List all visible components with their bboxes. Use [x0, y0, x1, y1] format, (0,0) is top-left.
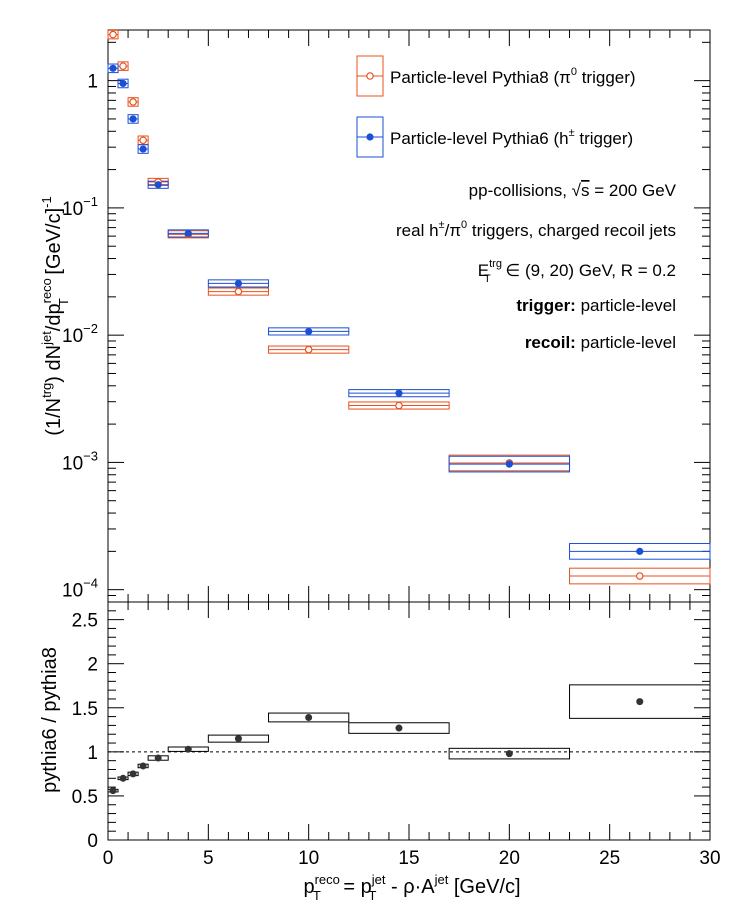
y-tick-label: 0.5 [72, 787, 98, 808]
ratio-point [109, 787, 117, 795]
ratio-point [154, 754, 162, 762]
x-tick-label: 0 [103, 848, 114, 869]
ratio-point [636, 698, 644, 706]
y-tick-label: 2 [87, 655, 98, 676]
point-pythia8 [109, 30, 117, 39]
point-pythia8 [129, 98, 137, 106]
legend: Particle-level Pythia8 (π0 trigger) Part… [356, 55, 636, 158]
y-tick-label: 1 [87, 72, 98, 93]
spectrum-x-axis [107, 30, 711, 602]
y-tick-label: 10−1 [62, 194, 98, 220]
y-tick-label: 2.5 [72, 611, 98, 632]
x-tick-label: 10 [298, 848, 319, 869]
point-pythia6 [119, 79, 127, 88]
point-pythia6 [395, 389, 403, 397]
y-tick-label: 10−2 [62, 321, 98, 347]
x-axis-label: preco T = pjet T - ρ·Ajet [GeV/c] [303, 872, 520, 903]
x-tick-label: 30 [699, 848, 720, 869]
spectrum-y-axis: 1 10−1 10−2 10−3 10−4 [62, 41, 710, 603]
ratio-x-axis: 0 5 10 15 20 25 30 [103, 602, 721, 869]
ratio-bin-box [207, 734, 270, 743]
spectrum-points [109, 30, 644, 580]
ratio-y-label: pythia6 / pythia8 [39, 647, 61, 793]
point-pythia8 [234, 287, 243, 296]
point-pythia6 [636, 547, 644, 555]
ratio-point [505, 750, 513, 758]
x-tick-label: 15 [398, 848, 419, 869]
legend-label-pythia6: Particle-level Pythia6 (h± trigger) [390, 127, 633, 148]
spectrum-y-label: (1/Ntrg) dNjet/dpreco T [GeV/c]-1 [39, 196, 71, 435]
ratio-point [234, 735, 242, 743]
point-pythia6 [154, 181, 162, 189]
legend-entry-pythia8: Particle-level Pythia8 (π0 trigger) [356, 55, 636, 97]
ratio-point [184, 745, 192, 753]
ratio-bin-box [268, 712, 350, 723]
annotation-triggers: real h±/π0 triggers, charged recoil jets [396, 219, 676, 240]
y-tick-label: 10−3 [62, 448, 98, 474]
legend-marker-pythia8 [366, 72, 374, 80]
point-pythia8 [395, 401, 403, 410]
x-tick-label: 25 [599, 848, 620, 869]
annotation-collisions: pp-collisions, √s = 200 GeV [469, 181, 677, 200]
ratio-bin-box [448, 747, 571, 760]
x-tick-label: 5 [203, 848, 214, 869]
point-pythia6 [129, 115, 137, 123]
point-pythia8 [635, 572, 644, 580]
point-pythia6 [139, 145, 147, 153]
annotation-kinematics: Etrg T ∈ (9, 20) GeV, R = 0.2 [478, 258, 676, 285]
point-pythia6 [505, 460, 513, 468]
legend-marker-pythia6 [366, 133, 374, 141]
ratio-point [305, 713, 313, 721]
ratio-bin-box [348, 722, 450, 734]
point-pythia8 [304, 345, 313, 354]
point-pythia6 [184, 229, 192, 238]
annotations: pp-collisions, √s = 200 GeV real h±/π0 t… [396, 181, 677, 352]
point-pythia6 [305, 327, 313, 336]
legend-entry-pythia6: Particle-level Pythia6 (h± trigger) [356, 116, 633, 158]
point-pythia8 [119, 62, 127, 70]
legend-label-pythia8: Particle-level Pythia8 (π0 trigger) [390, 66, 636, 87]
y-tick-label: 1.5 [72, 699, 98, 720]
point-pythia6 [109, 64, 117, 72]
x-tick-label: 20 [499, 848, 520, 869]
y-tick-label: 10−4 [62, 576, 98, 602]
y-tick-label: 0 [87, 831, 98, 852]
ratio-point [395, 724, 403, 732]
point-pythia6 [234, 279, 243, 288]
point-pythia8 [139, 136, 147, 145]
ratio-point [139, 762, 147, 770]
y-tick-label: 1 [87, 743, 98, 764]
ratio-bin-box [569, 684, 711, 719]
ratio-points [109, 698, 644, 795]
ratio-y-axis: 0 0.5 1 1.5 2 2.5 [72, 601, 710, 852]
ratio-point [119, 774, 127, 782]
annotation-recoil-level: recoil: particle-level [525, 333, 676, 352]
annotation-trigger-level: trigger: particle-level [516, 296, 676, 315]
ratio-point [129, 770, 137, 778]
